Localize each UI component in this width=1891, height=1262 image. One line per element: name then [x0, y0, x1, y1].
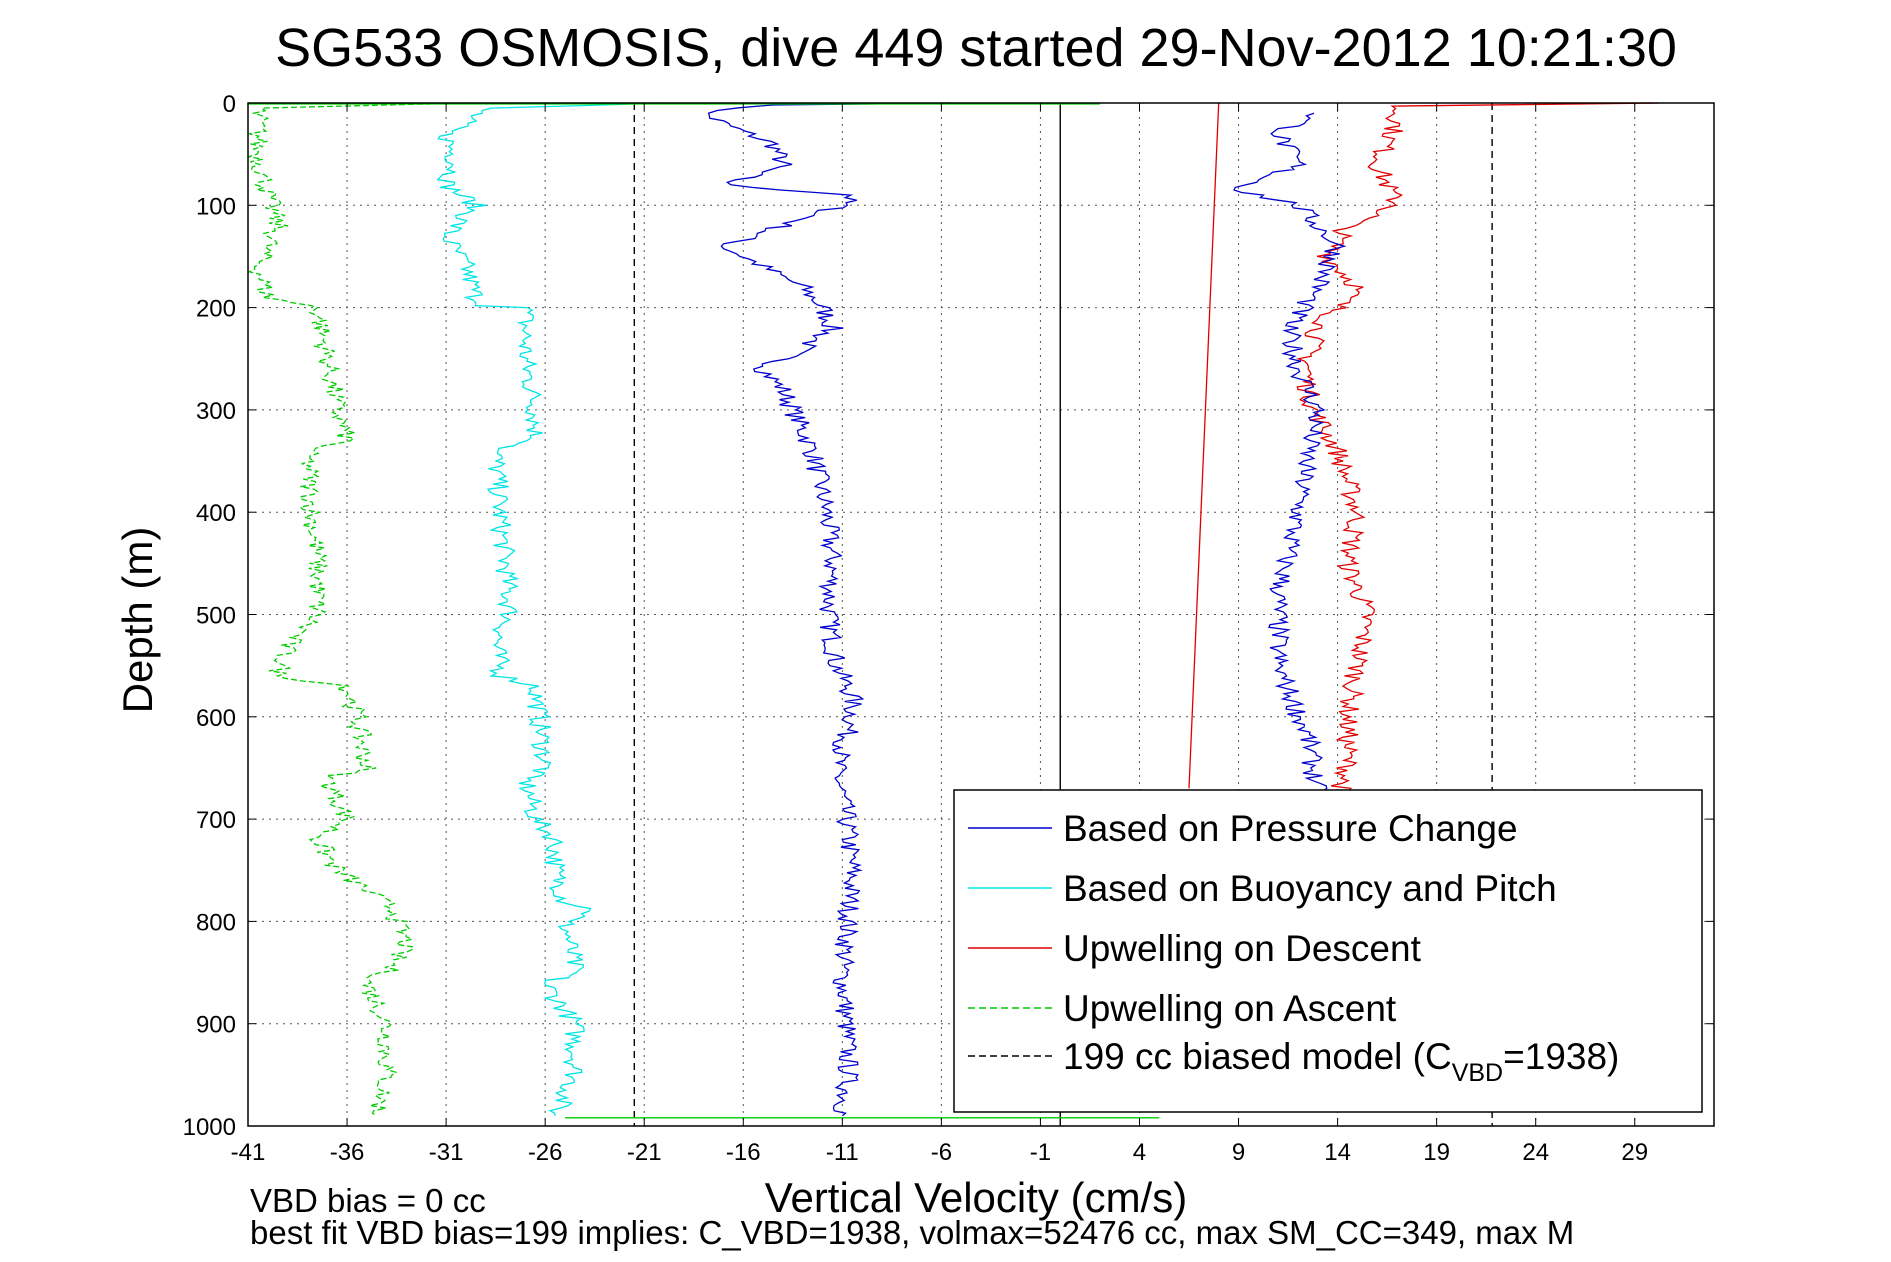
chart-title: SG533 OSMOSIS, dive 449 started 29-Nov-2… — [275, 18, 1677, 78]
x-tick-label: -36 — [330, 1139, 365, 1166]
footnote-vbd-bias: VBD bias = 0 cc — [250, 1182, 486, 1219]
x-tick-label: -16 — [726, 1139, 761, 1166]
legend-label-0: Based on Pressure Change — [1063, 808, 1518, 849]
x-tick-label: -6 — [931, 1139, 952, 1166]
series-line-0 — [707, 102, 951, 1117]
y-tick-label: 500 — [196, 603, 236, 630]
x-tick-label: 9 — [1232, 1139, 1245, 1166]
x-tick-label: 24 — [1522, 1139, 1549, 1166]
y-tick-label: 1000 — [183, 1114, 236, 1141]
x-tick-label: 19 — [1423, 1139, 1450, 1166]
y-tick-label: 100 — [196, 193, 236, 220]
series-group — [247, 102, 1659, 1119]
x-tick-label: -11 — [826, 1139, 859, 1166]
legend: Based on Pressure Change Based on Buoyanc… — [953, 789, 1703, 1113]
y-tick-label: 700 — [196, 807, 236, 834]
series-line-5 — [1188, 102, 1220, 789]
x-tick-label: -31 — [429, 1139, 464, 1166]
x-tick-label: -21 — [627, 1139, 662, 1166]
x-axis-ticks: -41 -36 -31 -26 -21 -16 -11 -6 -1 4 9 14 19 24 29 — [231, 103, 1648, 1166]
y-tick-label: 900 — [196, 1012, 236, 1039]
series-line-2 — [1296, 102, 1659, 799]
x-tick-label: -26 — [528, 1139, 563, 1166]
y-axis-label: Depth (m) — [114, 527, 161, 714]
x-tick-label: -41 — [231, 1139, 266, 1166]
legend-box — [953, 789, 1703, 1113]
x-tick-label: 4 — [1133, 1139, 1146, 1166]
grid-lines — [247, 102, 1714, 1127]
x-tick-label: 14 — [1324, 1139, 1351, 1166]
footnote-best-fit: best fit VBD bias=199 implies: C_VBD=193… — [250, 1214, 1574, 1251]
x-tick-label: -1 — [1030, 1139, 1051, 1166]
y-axis-ticks: 0 100 200 300 400 500 600 700 800 900 1000 — [183, 91, 1714, 1141]
legend-label-2: Upwelling on Descent — [1063, 928, 1422, 969]
y-tick-label: 400 — [196, 500, 236, 527]
y-tick-label: 800 — [196, 909, 236, 936]
y-tick-label: 0 — [223, 91, 236, 118]
y-tick-label: 600 — [196, 705, 236, 732]
series-line-1 — [436, 102, 664, 1116]
legend-label-3: Upwelling on Ascent — [1063, 988, 1397, 1029]
series-line-4 — [1233, 112, 1347, 800]
series-line-3 — [247, 102, 468, 1117]
x-axis-label: Vertical Velocity (cm/s) — [765, 1174, 1187, 1221]
y-tick-label: 300 — [196, 398, 236, 425]
legend-label-1: Based on Buoyancy and Pitch — [1063, 868, 1557, 909]
x-tick-label: 29 — [1621, 1139, 1648, 1166]
y-tick-label: 200 — [196, 296, 236, 323]
